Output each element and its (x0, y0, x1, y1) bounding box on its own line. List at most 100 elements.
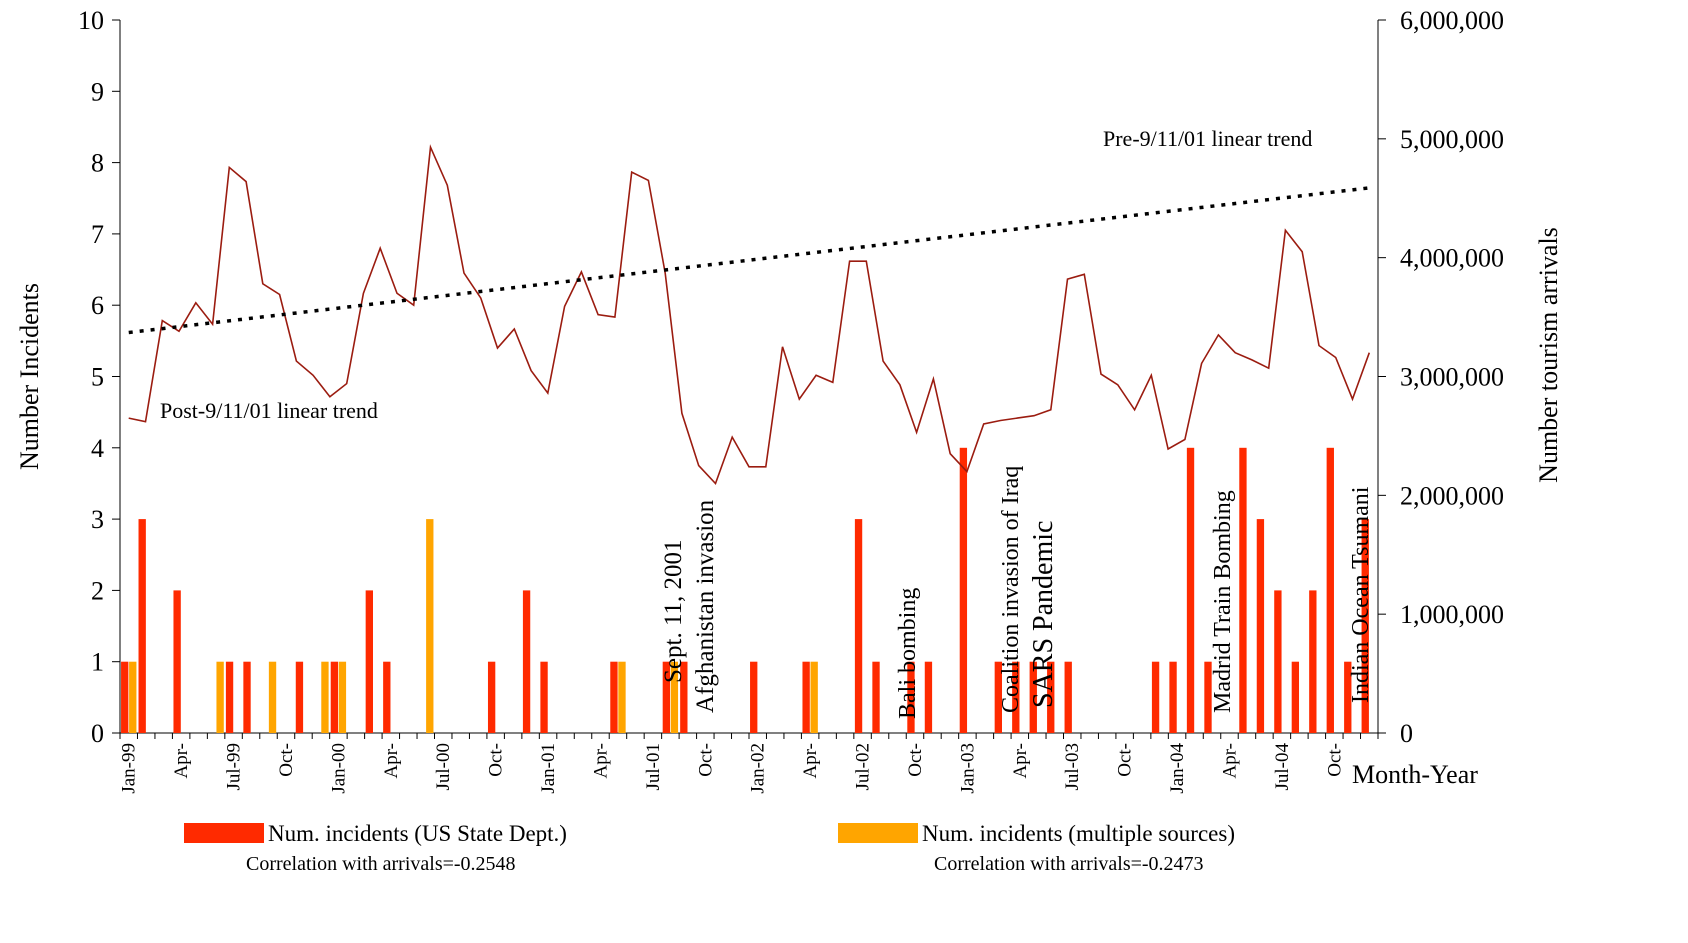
right-tick-label: 1,000,000 (1400, 600, 1504, 629)
pre-911-trend-line (128, 185, 1373, 335)
x-tick-label: Oct- (1324, 743, 1345, 777)
x-tick-label: Apr- (590, 743, 611, 779)
legend-swatch-multiple-sources (838, 823, 918, 843)
x-tick-label: Jan-99 (119, 743, 140, 794)
annotation-sars-pandemic: SARS Pandemic (1028, 521, 1059, 708)
bar-us-state-dept (1064, 661, 1072, 733)
left-tick-label: 4 (91, 434, 104, 463)
x-tick-label: Apr- (800, 743, 821, 779)
bar-us-state-dept (1186, 447, 1195, 733)
x-tick-label: Jul-00 (433, 743, 454, 791)
bar-us-state-dept (1309, 590, 1317, 733)
x-tick-label: Jul-01 (643, 743, 664, 791)
bar-us-state-dept (994, 661, 1002, 733)
x-tick-label: Jan-01 (538, 743, 559, 794)
bar-multiple-sources (618, 661, 626, 733)
bar-us-state-dept (1151, 661, 1160, 733)
bar-us-state-dept (680, 661, 688, 733)
left-tick-label: 1 (91, 648, 104, 677)
bar-us-state-dept (138, 519, 146, 733)
right-tick-label: 0 (1400, 719, 1413, 748)
arrivals-line (128, 144, 1371, 485)
bar-us-state-dept (243, 661, 251, 733)
right-tick-label: 5,000,000 (1400, 125, 1504, 154)
right-tick-label: 3,000,000 (1400, 363, 1504, 392)
bar-us-state-dept (1344, 661, 1352, 733)
x-tick-label: Jul-99 (224, 743, 245, 791)
x-tick-label: Jan-04 (1167, 743, 1188, 794)
x-tick-label: Jan-02 (748, 743, 769, 794)
annotation-afghanistan-invasion: Afghanistan invasion (692, 499, 719, 713)
bar-multiple-sources (426, 519, 434, 733)
x-axis-title: Month-Year (1352, 760, 1478, 789)
x-tick-label: Jan-00 (328, 743, 349, 794)
x-tick-label: Jul-04 (1272, 743, 1293, 791)
x-tick-label: Apr- (1010, 743, 1031, 779)
annotation-indian-ocean-tsunami: Indian Ocean Tsumani (1348, 486, 1374, 703)
bar-us-state-dept (487, 661, 496, 733)
bar-us-state-dept (522, 590, 531, 733)
left-tick-label: 10 (78, 6, 104, 35)
bar-multiple-sources (338, 661, 347, 733)
bar-us-state-dept (662, 661, 671, 733)
bar-us-state-dept (1047, 661, 1055, 733)
bar-us-state-dept (540, 661, 548, 733)
bar-multiple-sources (670, 661, 679, 733)
bar-us-state-dept (1256, 519, 1265, 733)
x-tick-label: Apr- (1219, 743, 1240, 779)
x-tick-label: Oct- (905, 743, 926, 777)
bar-us-state-dept (907, 661, 915, 733)
left-tick-label: 7 (91, 220, 104, 249)
bar-us-state-dept (1239, 447, 1247, 733)
x-tick-label: Jan-03 (957, 743, 978, 794)
right-tick-label: 2,000,000 (1400, 481, 1504, 510)
left-tick-label: 2 (91, 576, 104, 605)
bar-us-state-dept (1012, 661, 1020, 733)
left-tick-label: 9 (91, 77, 104, 106)
bar-us-state-dept (173, 590, 181, 733)
bar-us-state-dept (1361, 519, 1369, 733)
x-tick-label: Jul-03 (1062, 743, 1083, 791)
bar-multiple-sources (321, 661, 329, 733)
annotation-madrid-bombing: Madrid Train Bombing (1210, 490, 1236, 713)
bar-us-state-dept (225, 661, 234, 733)
annotation-pre-trend: Pre-9/11/01 linear trend (1103, 126, 1312, 151)
bar-us-state-dept (1169, 661, 1177, 733)
bar-us-state-dept (121, 661, 129, 733)
bar-multiple-sources (810, 661, 818, 733)
x-tick-label: Oct- (486, 743, 507, 777)
bar-us-state-dept (365, 590, 373, 733)
annotation-bali-bombing: Bali bombing (895, 588, 921, 719)
left-tick-label: 5 (91, 363, 104, 392)
bar-us-state-dept (1204, 661, 1212, 733)
annotation-sept-11: Sept. 11, 2001 (660, 539, 687, 683)
legend-note-us-state-dept: Correlation with arrivals=-0.2548 (246, 853, 516, 875)
bar-multiple-sources (129, 661, 137, 733)
legend-label-multiple-sources: Num. incidents (multiple sources) (922, 821, 1235, 846)
bar-us-state-dept (750, 661, 758, 733)
bar-us-state-dept (610, 661, 618, 733)
right-tick-label: 4,000,000 (1400, 244, 1504, 273)
right-tick-label: 6,000,000 (1400, 6, 1504, 35)
legend-label-us-state-dept: Num. incidents (US State Dept.) (268, 821, 567, 846)
bar-us-state-dept (1291, 661, 1300, 733)
annotation-post-trend: Post-9/11/01 linear trend (160, 398, 378, 423)
bar-us-state-dept (295, 661, 304, 733)
legend-swatch-us-state-dept (184, 823, 264, 843)
bar-us-state-dept (330, 661, 339, 733)
x-tick-label: Oct- (695, 743, 716, 777)
annotation-iraq-invasion: Coalition invasion of Iraq (998, 466, 1024, 713)
x-tick-label: Apr- (171, 743, 192, 779)
bar-us-state-dept (959, 447, 968, 733)
bar-multiple-sources (268, 661, 277, 733)
y-axis-title-right: Number tourism arrivals (1534, 227, 1563, 483)
bar-us-state-dept (1274, 590, 1282, 733)
bar-multiple-sources (216, 661, 224, 733)
x-tick-label: Jul-02 (853, 743, 874, 791)
bar-us-state-dept (802, 661, 810, 733)
left-tick-label: 0 (91, 719, 104, 748)
bar-us-state-dept (1029, 661, 1037, 733)
left-tick-label: 8 (91, 149, 104, 178)
